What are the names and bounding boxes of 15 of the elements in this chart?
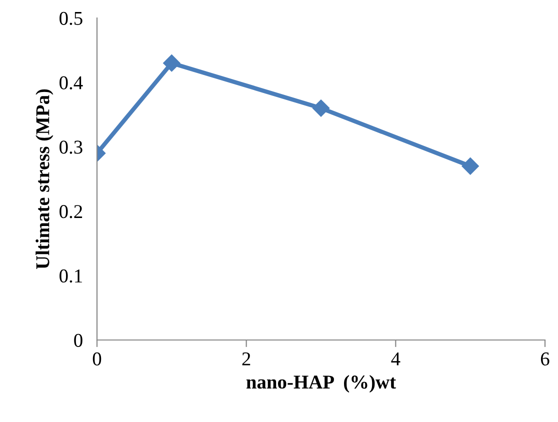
y-tick-label: 0.3 bbox=[60, 140, 82, 154]
point bbox=[312, 100, 330, 117]
point bbox=[163, 54, 180, 72]
y-tick-label: 0.4 bbox=[60, 76, 83, 90]
y-tick-label: 0.1 bbox=[60, 269, 82, 283]
x-tick-label: 2 bbox=[242, 352, 250, 366]
y-tick-label: 0 bbox=[74, 334, 82, 347]
y-tick-label: 0.2 bbox=[60, 205, 82, 218]
y-tick-label: 0.5 bbox=[60, 12, 82, 26]
y-axis-title: Ultimate stress (MPa) bbox=[36, 89, 54, 270]
x-tick-label: 4 bbox=[391, 352, 400, 366]
x-tick-label: 0 bbox=[92, 352, 102, 366]
point bbox=[462, 158, 479, 175]
x-axis-title: nano-HAP (%)wt bbox=[246, 374, 396, 393]
x-tick-label: 6 bbox=[540, 352, 550, 366]
